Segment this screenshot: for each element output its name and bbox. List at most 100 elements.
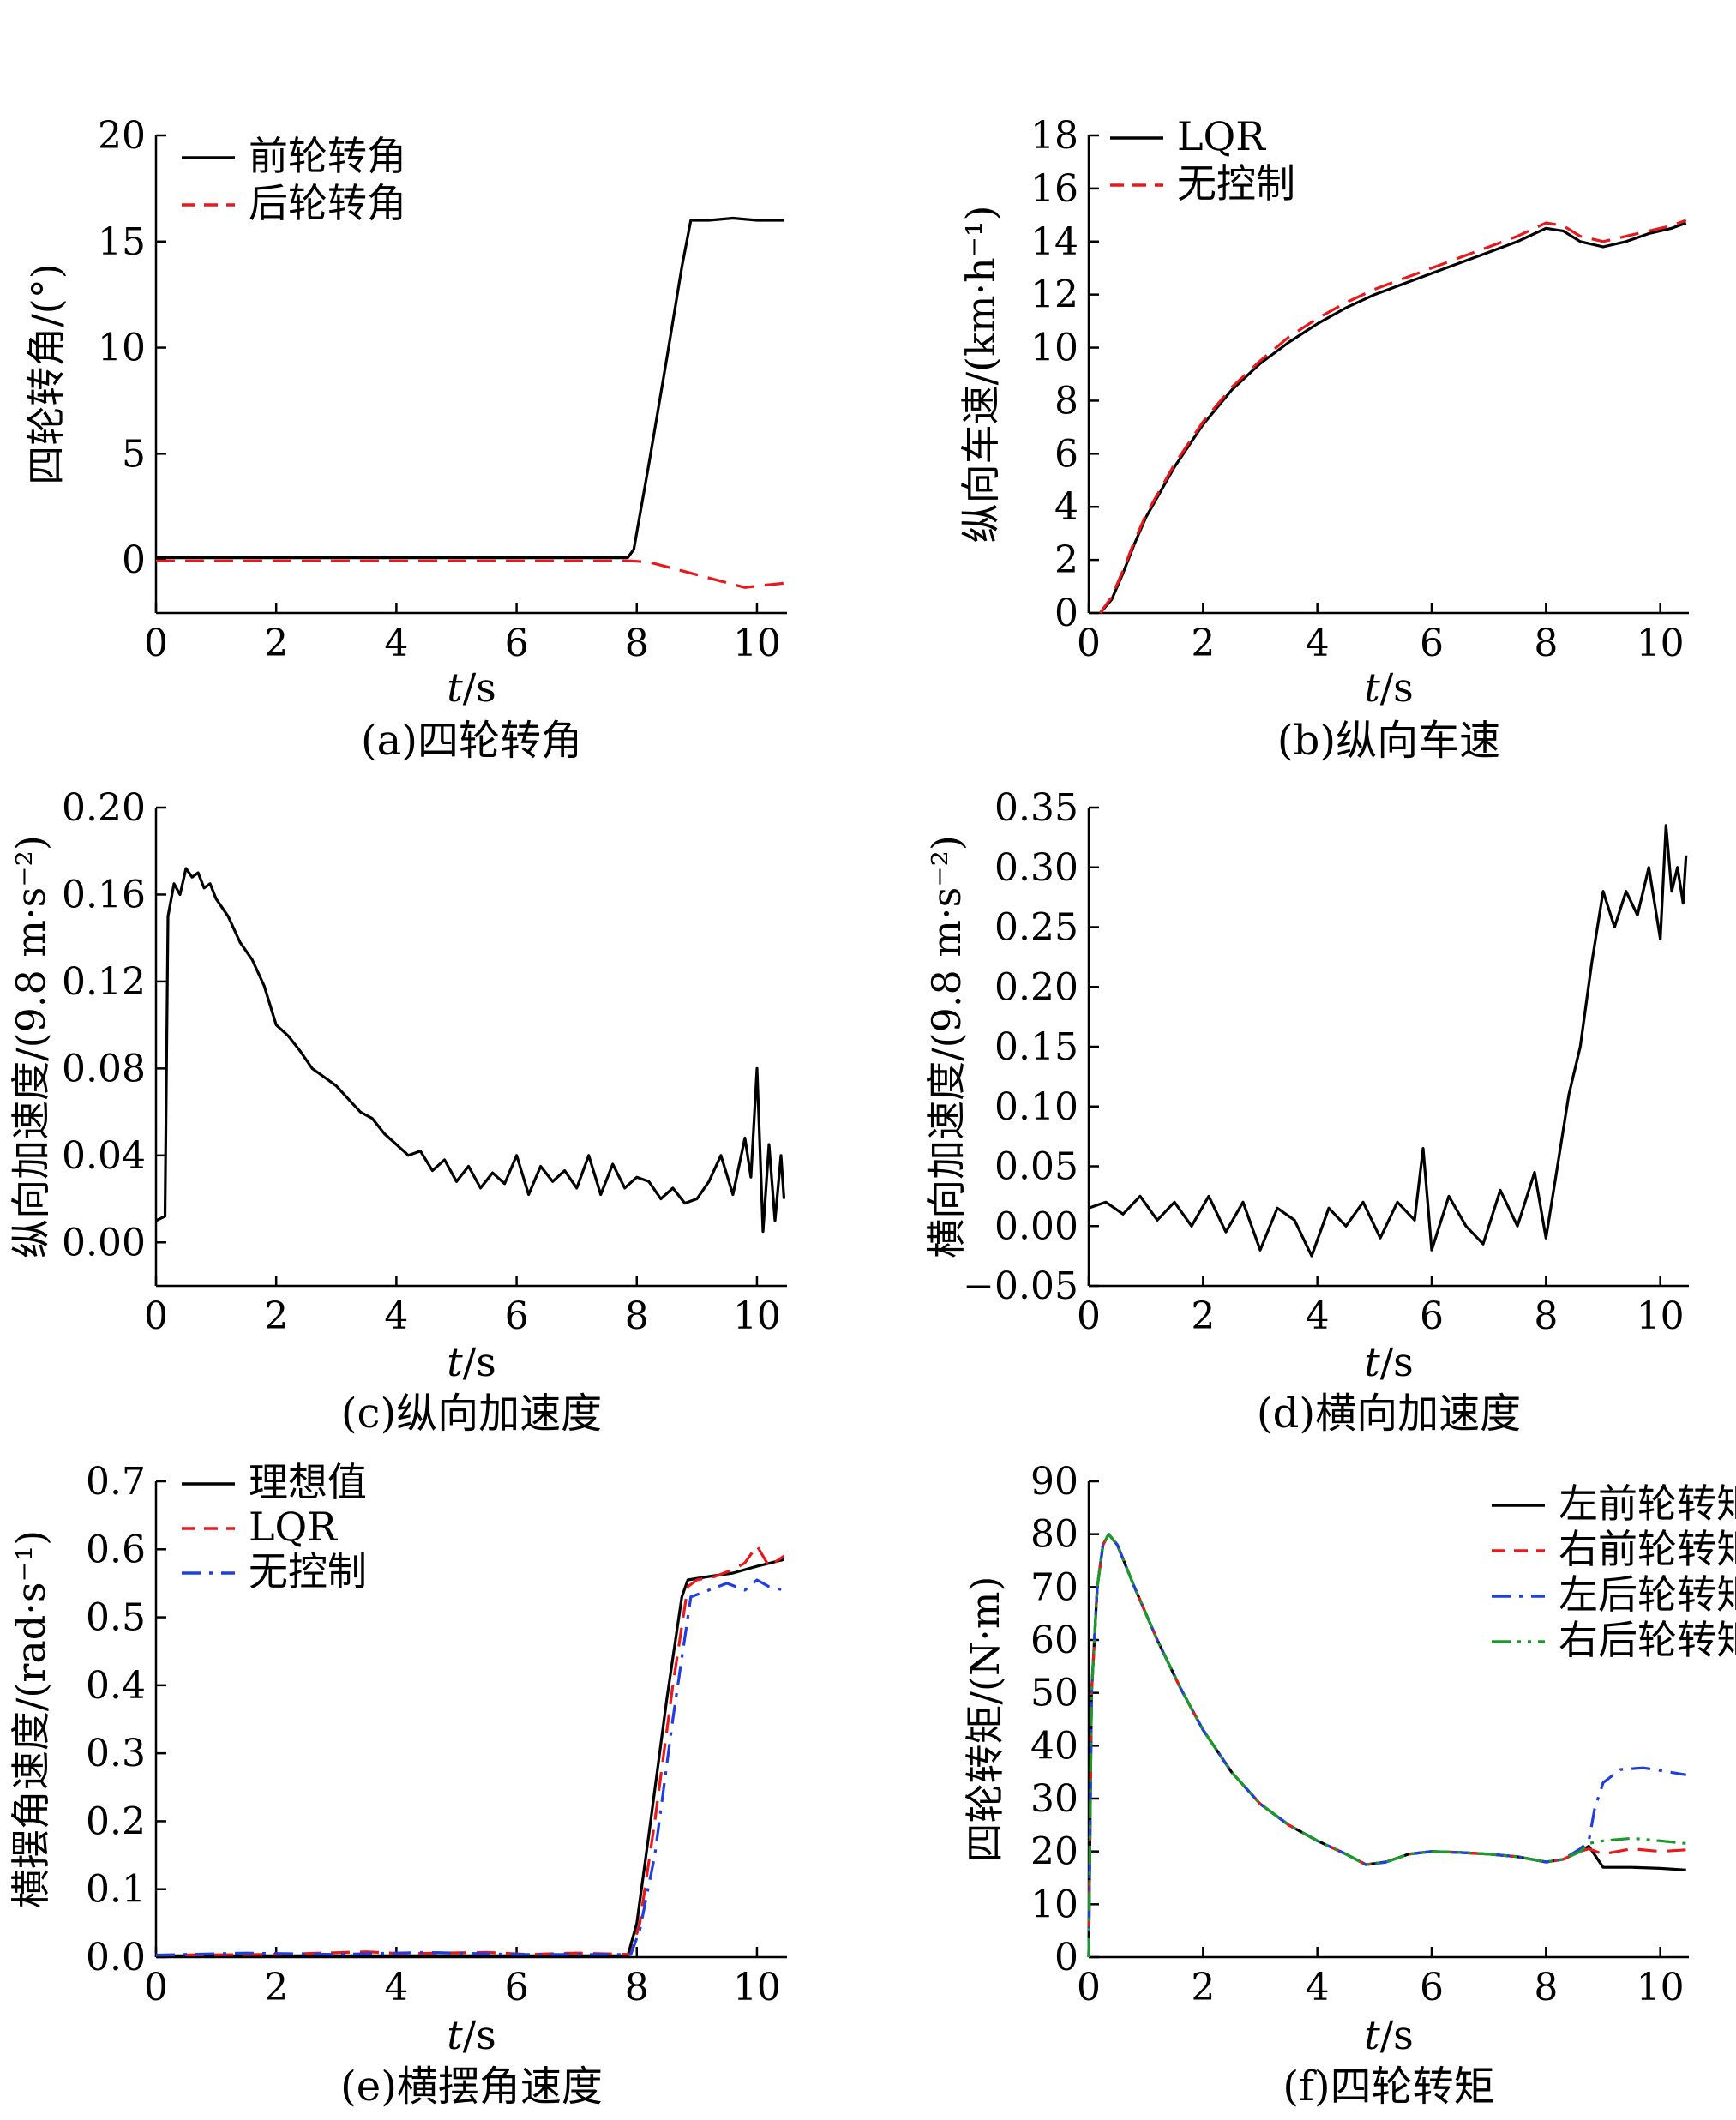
y-axis-label: 横摆角速度/(rad·s⁻¹) (8, 1530, 54, 1908)
y-tick-label: 0.1 (86, 1868, 146, 1912)
x-tick-label: 8 (625, 622, 649, 665)
y-tick-label: 0.25 (994, 906, 1078, 950)
y-tick-label: 10 (98, 327, 146, 370)
y-tick-label: 8 (1054, 379, 1078, 423)
panel-caption: (b)纵向车速 (1277, 717, 1500, 765)
x-tick-label: 2 (1191, 1966, 1215, 2009)
y-tick-label: 90 (1030, 1460, 1078, 1504)
y-tick-label: 0.30 (994, 846, 1078, 890)
y-tick-label: 10 (1030, 327, 1078, 370)
y-tick-label: 80 (1030, 1513, 1078, 1557)
x-tick-label: 8 (1534, 1294, 1558, 1338)
x-axis-label-unit: /s (463, 1339, 496, 1385)
x-tick-label: 0 (1077, 1966, 1101, 2009)
x-tick-label: 0 (144, 622, 168, 665)
legend-label: 前轮转角 (249, 133, 406, 179)
x-tick-label: 4 (1306, 1966, 1330, 2009)
x-tick-label: 0 (144, 1294, 168, 1338)
y-tick-label: 0.2 (86, 1799, 146, 1843)
y-tick-label: 0.7 (86, 1460, 146, 1504)
x-tick-label: 10 (1637, 1966, 1685, 2009)
series-line-2 (1099, 219, 1687, 614)
x-axis-label-var: t (447, 664, 463, 711)
x-tick-label: 2 (1191, 1294, 1215, 1338)
series-line-1 (155, 867, 786, 1234)
legend-label: 无控制 (1177, 160, 1295, 207)
y-tick-label: 0 (122, 538, 146, 582)
chart-panel-e: 0 2 4 6 8 10 0.0 0.1 0.2 0.3 0.4 0.5 0.6 0.7 横摆角速度/(ra… (8, 1459, 787, 2111)
chart-panel-f: 0 2 4 6 8 10 0 10 20 30 40 50 60 70 80 90 四轮转矩/(N·m) t/s (… (962, 1460, 1736, 2111)
y-tick-label: 0.3 (86, 1732, 146, 1775)
x-axis-label-unit: /s (1380, 664, 1414, 711)
x-axis-label-unit: /s (1380, 2012, 1414, 2058)
y-tick-label: 14 (1030, 220, 1078, 264)
y-tick-label: 6 (1054, 432, 1078, 476)
y-tick-label: 0.6 (86, 1528, 146, 1571)
y-tick-label: 10 (1030, 1883, 1078, 1926)
legend-label: 左后轮转矩 (1559, 1571, 1736, 1618)
x-tick-label: 6 (1420, 622, 1444, 665)
y-tick-label: 0.12 (62, 960, 146, 1004)
chart-panel-b: 0 2 4 6 8 10 0 2 4 6 8 10 12 14 16 18 纵向车速/(km·h⁻¹) t/s (b… (958, 113, 1689, 765)
x-axis-label: t/s (1364, 664, 1414, 711)
y-tick-label: 20 (98, 114, 146, 158)
x-tick-label: 10 (1637, 622, 1685, 665)
x-tick-label: 6 (505, 622, 529, 665)
y-tick-label: 30 (1030, 1777, 1078, 1821)
y-tick-label: 0.00 (62, 1221, 146, 1264)
series-line-3 (155, 1578, 784, 1957)
legend-label: 无控制 (249, 1548, 367, 1595)
series-line-1 (156, 216, 784, 560)
x-axis-label: t/s (1364, 2012, 1414, 2058)
y-tick-label: 0.05 (994, 1145, 1078, 1189)
y-axis-label: 纵向加速度/(9.8 m·s⁻²) (8, 835, 54, 1258)
chart-panel-a: 0 2 4 6 8 10 0 5 10 15 20 四轮转角/(°) t/s (a)四轮转角 前轮转角后轮转… (23, 114, 787, 765)
panel-caption: (e)横摆角速度 (340, 2063, 603, 2111)
panel-caption: (f)四轮转矩 (1282, 2063, 1494, 2111)
y-tick-label: 4 (1054, 485, 1078, 529)
y-tick-label: 0.00 (994, 1204, 1078, 1248)
legend-label: LQR (249, 1504, 338, 1550)
y-tick-label: 0.20 (62, 786, 146, 830)
y-tick-label: 0.35 (994, 786, 1078, 830)
y-tick-label: 5 (122, 432, 146, 476)
x-axis-label: t/s (447, 664, 496, 711)
x-axis-label-var: t (1364, 2012, 1380, 2058)
x-tick-label: 2 (1191, 622, 1215, 665)
x-tick-label: 2 (264, 1966, 288, 2009)
series-line-1 (156, 1558, 784, 1957)
x-tick-label: 6 (1420, 1294, 1444, 1338)
series-line-1 (1088, 824, 1688, 1258)
y-tick-label: 0.20 (994, 965, 1078, 1009)
y-tick-label: 0.04 (62, 1134, 146, 1178)
x-tick-label: 6 (505, 1966, 529, 2009)
y-tick-label: −0.05 (963, 1264, 1078, 1308)
y-tick-label: 0.16 (62, 873, 146, 916)
x-axis-label: t/s (447, 1339, 496, 1385)
x-tick-label: 2 (264, 1294, 288, 1338)
series-line-3 (1087, 1533, 1686, 1958)
x-axis-label-unit: /s (463, 664, 496, 711)
legend-label: 右后轮转矩 (1559, 1617, 1736, 1663)
x-tick-label: 4 (1306, 1294, 1330, 1338)
y-tick-label: 0.08 (62, 1047, 146, 1090)
panel-caption: (d)横向加速度 (1257, 1390, 1521, 1438)
y-tick-label: 0.4 (86, 1664, 146, 1708)
y-axis-label: 四轮转矩/(N·m) (962, 1576, 1008, 1863)
x-axis-label-unit: /s (1380, 1339, 1414, 1385)
y-tick-label: 0 (1054, 1936, 1078, 1979)
chart-panel-d: 0 2 4 6 8 10 −0.05 0.00 0.05 0.10 0.15 0.20 0.25 0.30… (923, 786, 1689, 1438)
x-tick-label: 10 (733, 1966, 781, 2009)
x-tick-label: 6 (505, 1294, 529, 1338)
legend-label: 右前轮转矩 (1559, 1526, 1736, 1572)
x-tick-label: 4 (1306, 622, 1330, 665)
x-axis-label-var: t (1364, 1339, 1380, 1385)
x-axis-label-unit: /s (463, 2012, 496, 2058)
y-tick-label: 16 (1030, 167, 1078, 211)
y-axis-label: 纵向车速/(km·h⁻¹) (958, 206, 1004, 544)
